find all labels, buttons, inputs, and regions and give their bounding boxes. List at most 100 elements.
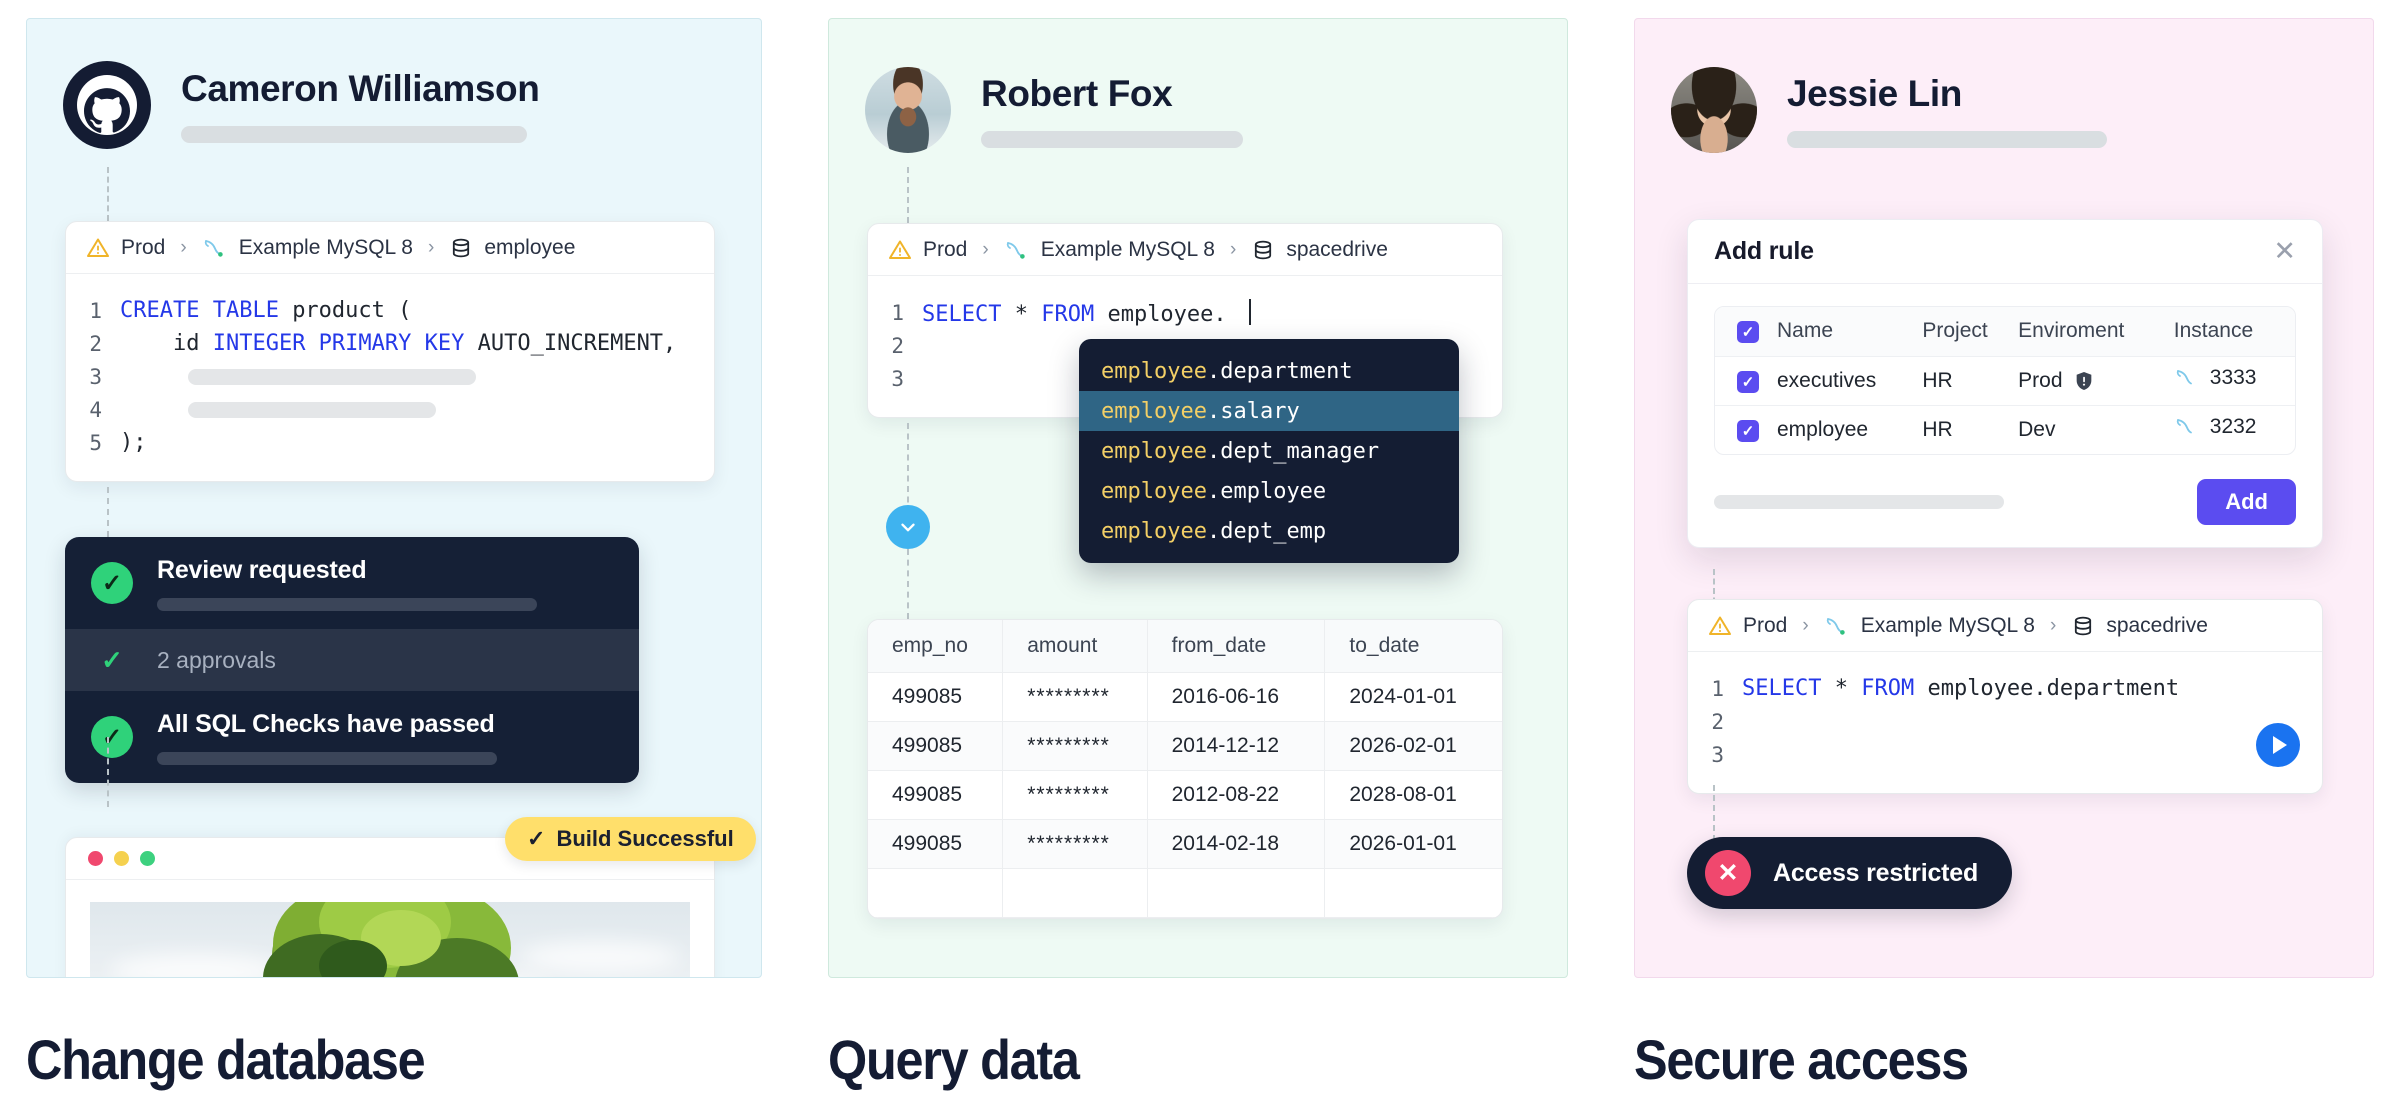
database-cylinder-icon <box>1251 238 1275 262</box>
github-logo-icon <box>63 61 151 149</box>
window-minimize-dot[interactable] <box>114 851 129 866</box>
autocomplete-item[interactable]: employee .dept_emp <box>1101 518 1327 544</box>
table-row[interactable]: 499085 ********* 2016-06-16 2024-01-01 <box>868 672 1502 722</box>
column-header-to-date[interactable]: to_date <box>1324 620 1502 673</box>
user-meta: Robert Fox <box>981 73 1243 148</box>
grid-header-row: ✓ Name Project Enviroment Instance <box>1715 307 2295 357</box>
breadcrumb-instance[interactable]: Example MySQL 8 <box>1040 237 1215 261</box>
autocomplete-item-selected[interactable]: employee .salary <box>1079 391 1459 431</box>
breadcrumb-separator: › <box>1802 614 1809 636</box>
window-maximize-dot[interactable] <box>140 851 155 866</box>
code-text: id INTEGER PRIMARY KEY AUTO_INCREMENT, <box>120 331 677 356</box>
build-status-badge: ✓ Build Successful <box>505 817 756 861</box>
review-requested-row: ✓ Review requested <box>65 537 639 629</box>
table-row[interactable]: 499085 ********* 2012-08-22 2028-08-01 <box>868 770 1502 820</box>
code-line: 4 <box>66 393 714 426</box>
rules-grid[interactable]: ✓ Name Project Enviroment Instance ✓ <box>1714 306 2296 455</box>
column-header-amount[interactable]: amount <box>1002 620 1148 673</box>
line-number: 2 <box>89 331 102 356</box>
dialog-footer: Add <box>1714 479 2296 525</box>
breadcrumb-environment[interactable]: Prod <box>923 237 968 261</box>
add-button[interactable]: Add <box>2197 479 2296 525</box>
cell-amount: ********* <box>1002 819 1148 869</box>
breadcrumb-instance[interactable]: Example MySQL 8 <box>1860 613 2035 637</box>
user-subtitle-placeholder <box>181 125 527 143</box>
code-line: 1 SELECT * FROM employee.department <box>1688 672 2322 705</box>
caption-secure-access: Secure access <box>1634 1028 1969 1091</box>
play-triangle-icon[interactable] <box>2256 723 2300 767</box>
table-header-row: emp_no amount from_date to_date <box>868 620 1502 673</box>
checkbox-checked-icon[interactable]: ✓ <box>1737 419 1759 442</box>
breadcrumb-instance[interactable]: Example MySQL 8 <box>238 235 413 259</box>
code-block[interactable]: 1 SELECT * FROM employee.department 2 3 <box>1688 652 2322 793</box>
autocomplete-item[interactable]: employee .dept_manager <box>1101 438 1380 464</box>
cell-to-date: 2024-01-01 <box>1324 672 1502 722</box>
sql-editor-card[interactable]: Prod › Example MySQL 8 › spacedrive 1 SEL… <box>1687 599 2323 794</box>
code-line: 1 SELECT * FROM employee. <box>868 296 1502 329</box>
warning-triangle-icon <box>1708 614 1732 638</box>
code-line: 5); <box>66 426 714 459</box>
breadcrumb-database[interactable]: spacedrive <box>2106 613 2208 637</box>
sql-editor-card[interactable]: Prod › Example MySQL 8 › employee 1 CREAT… <box>65 221 715 482</box>
table-row[interactable]: 499085 ********* 2014-12-12 2026-02-01 <box>868 721 1502 771</box>
column-header-environment[interactable]: Enviroment <box>2018 307 2174 357</box>
review-title: Review requested <box>157 555 367 584</box>
breadcrumb-database[interactable]: employee <box>484 235 576 259</box>
panel-secure-access: Jessie Lin Add rule ✕ ✓ <box>1634 18 2374 978</box>
code-placeholder-bar <box>188 368 476 385</box>
column-header-instance[interactable]: Instance <box>2173 307 2295 357</box>
panel-change-database: Cameron Williamson Prod › Example MySQL … <box>26 18 762 978</box>
code-block[interactable]: 1 SELECT * FROM employee. 2 3 <box>868 276 1502 417</box>
breadcrumb-separator-2: › <box>1229 238 1237 260</box>
code-block[interactable]: 1 CREATE TABLE product ( 2 id INTEGER PRI… <box>66 274 714 481</box>
connector-line <box>107 737 109 807</box>
window-close-dot[interactable] <box>88 851 103 866</box>
user-name: Cameron Williamson <box>181 67 540 109</box>
query-results-table[interactable]: emp_no amount from_date to_date 499085 *… <box>867 619 1503 919</box>
column-header-emp-no[interactable]: emp_no <box>868 620 1004 673</box>
cell-to-date: 2026-02-01 <box>1324 721 1502 771</box>
breadcrumb-environment[interactable]: Prod <box>121 235 166 259</box>
chevron-down-icon[interactable] <box>886 505 930 549</box>
breadcrumb-separator: › <box>180 236 187 258</box>
user-header: Jessie Lin <box>1671 67 2107 153</box>
cell-amount: ********* <box>1002 672 1148 722</box>
cell-environment: Prod <box>2018 368 2063 392</box>
line-number: 5 <box>89 430 102 455</box>
check-mark-icon: ✓ <box>101 644 123 675</box>
breadcrumb-environment[interactable]: Prod <box>1743 613 1788 637</box>
line-number: 2 <box>1711 709 1724 734</box>
breadcrumb-database[interactable]: spacedrive <box>1286 237 1388 261</box>
autocomplete-item[interactable]: employee .employee <box>1101 478 1327 504</box>
cell-project: HR <box>1922 417 1953 441</box>
text-caret <box>1248 298 1251 325</box>
grid-row[interactable]: ✓ employee HR Dev <box>1715 405 2295 454</box>
cell-project: HR <box>1922 356 2019 406</box>
review-subtitle-placeholder <box>157 597 537 611</box>
user-photo-avatar <box>1671 67 1757 153</box>
connector-line <box>1713 785 1715 841</box>
column-header-project[interactable]: Project <box>1922 307 2019 357</box>
close-icon[interactable]: ✕ <box>2273 236 2296 266</box>
mysql-dolphin-icon <box>2174 366 2200 390</box>
connector-line <box>1713 569 1715 613</box>
database-cylinder-icon <box>449 236 473 260</box>
line-number: 1 <box>1711 676 1724 701</box>
code-placeholder-bar <box>188 401 436 418</box>
column-header-from-date[interactable]: from_date <box>1147 620 1326 673</box>
mysql-dolphin-icon <box>1004 238 1030 262</box>
x-circle-icon: ✕ <box>1705 850 1751 896</box>
add-rule-dialog: Add rule ✕ ✓ Name Project Enviroment <box>1687 219 2323 548</box>
mysql-dolphin-icon <box>202 236 228 260</box>
table-row[interactable]: 499085 ********* 2014-02-18 2026-01-01 <box>868 819 1502 869</box>
autocomplete-dropdown[interactable]: employee .department employee .salary empl… <box>1079 339 1459 563</box>
connector-line <box>107 487 109 537</box>
breadcrumb: Prod › Example MySQL 8 › employee <box>66 222 714 274</box>
toast-label: Access restricted <box>1773 858 1979 887</box>
code-text: ); <box>120 430 147 455</box>
grid-row[interactable]: ✓ executives HR Prod <box>1715 356 2295 406</box>
autocomplete-item[interactable]: employee .department <box>1101 358 1353 384</box>
column-header-name[interactable]: Name <box>1777 307 1923 357</box>
checkbox-checked-icon[interactable]: ✓ <box>1737 321 1759 344</box>
checkbox-checked-icon[interactable]: ✓ <box>1737 370 1759 393</box>
